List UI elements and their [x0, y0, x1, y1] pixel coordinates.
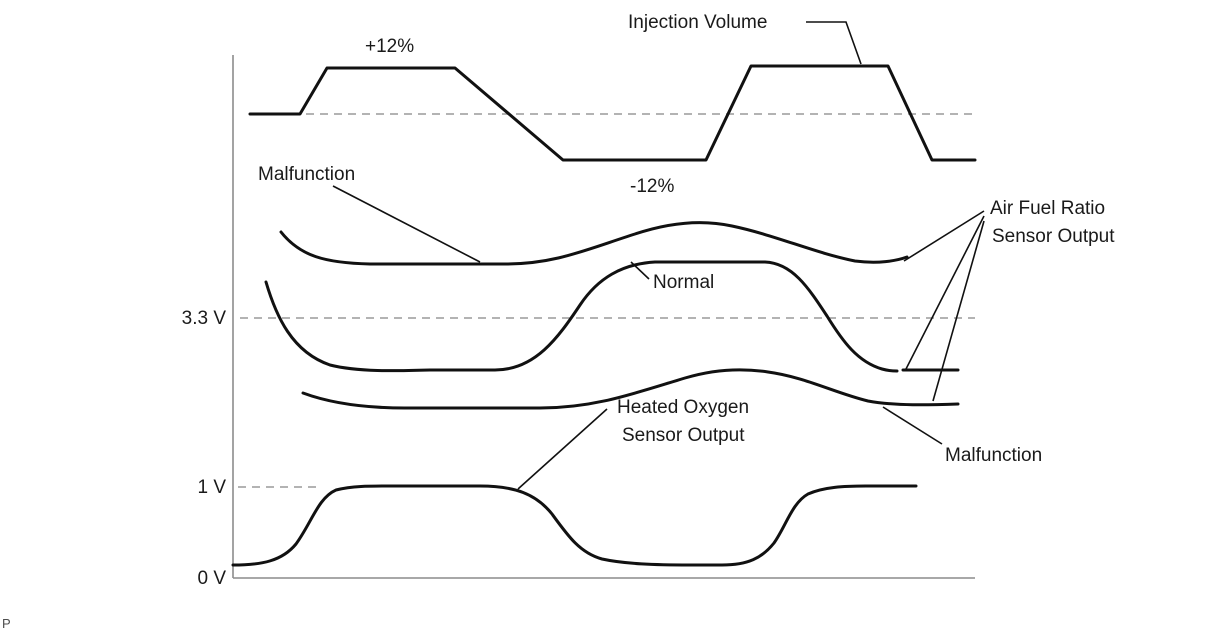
injection-volume-label: Injection Volume	[628, 12, 767, 33]
minus-12-percent-label: -12%	[630, 176, 674, 197]
heated-oxygen-leader-line	[517, 408, 608, 490]
injection-volume-waveform	[248, 64, 977, 162]
afr-leader-line-3	[932, 220, 985, 402]
malfunction-upper-leader-line	[332, 185, 481, 263]
heated-oxygen-sensor-waveform	[231, 484, 918, 567]
heated-oxygen-label-line1: Heated Oxygen	[617, 397, 749, 418]
normal-leader-line	[630, 261, 650, 280]
tick-label-3-3v: 3.3 V	[182, 308, 227, 329]
malfunction-lower-label: Malfunction	[945, 445, 1042, 466]
normal-label: Normal	[653, 272, 714, 293]
air-fuel-ratio-label-line2: Sensor Output	[992, 226, 1115, 247]
malfunction-lower-leader-line	[882, 406, 943, 445]
afr-malfunction-lower-curve	[301, 368, 960, 410]
heated-oxygen-label-line2: Sensor Output	[622, 425, 745, 446]
corner-mark: P	[2, 616, 11, 631]
plus-12-percent-label: +12%	[365, 36, 414, 57]
afr-normal-curve	[264, 260, 899, 373]
afr-leader-line-2	[905, 215, 985, 370]
malfunction-upper-label: Malfunction	[258, 164, 355, 185]
afr-malfunction-upper-curve	[279, 221, 909, 266]
injection-volume-leader-line	[806, 21, 862, 65]
afr-leader-line-1	[903, 210, 985, 262]
tick-label-0v: 0 V	[197, 568, 226, 589]
tick-label-1v: 1 V	[197, 477, 226, 498]
air-fuel-ratio-label-line1: Air Fuel Ratio	[990, 198, 1105, 219]
